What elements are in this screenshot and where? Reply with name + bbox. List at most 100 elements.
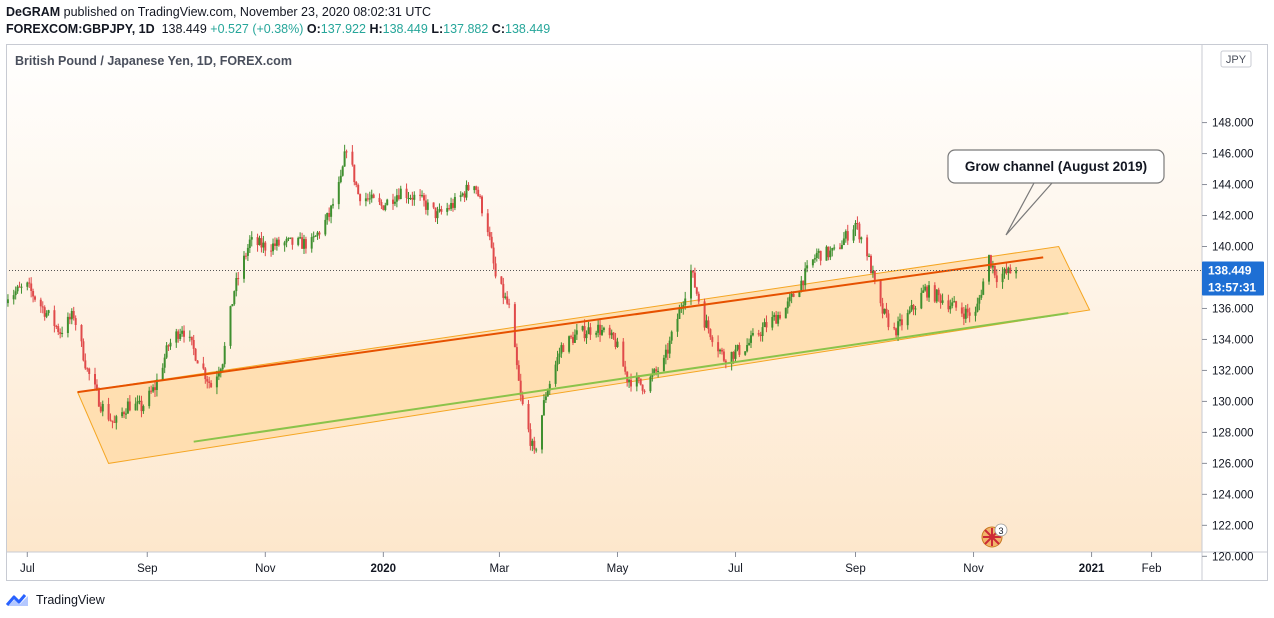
- candle-up: [70, 311, 73, 320]
- candle-up: [840, 245, 843, 249]
- candle-up: [953, 301, 956, 303]
- candle-down: [32, 291, 35, 297]
- candle-down: [140, 400, 143, 412]
- candle-down: [666, 349, 669, 354]
- candle-up: [450, 203, 453, 209]
- candle-down: [827, 246, 830, 258]
- candle-down: [722, 351, 725, 361]
- candle-down: [641, 384, 644, 391]
- candle-up: [657, 371, 660, 372]
- close-value: 138.449: [505, 22, 551, 36]
- candle-up: [616, 341, 619, 347]
- candle-down: [589, 327, 592, 335]
- candle-up: [980, 294, 983, 298]
- symbol-name[interactable]: FOREXCOM:GBPJPY, 1D: [6, 22, 155, 36]
- candle-down: [858, 223, 861, 240]
- tradingview-brand[interactable]: TradingView: [36, 593, 105, 607]
- last-price-value: 138.449: [1208, 264, 1252, 278]
- candle-up: [337, 182, 340, 205]
- countdown-value: 13:57:31: [1208, 281, 1256, 295]
- candle-down: [494, 263, 497, 277]
- candle-up: [542, 400, 545, 416]
- chart-frame: [6, 44, 1268, 581]
- x-tick-label: 2021: [1079, 563, 1105, 575]
- candle-up: [285, 238, 288, 243]
- candle-up: [815, 252, 818, 258]
- candle-up: [217, 373, 220, 377]
- candle-down: [900, 319, 903, 326]
- candle-up: [231, 304, 234, 307]
- x-tick-label: Jul: [728, 563, 743, 575]
- candle-down: [709, 329, 712, 338]
- candle-down: [463, 193, 466, 198]
- candle-down: [637, 377, 640, 379]
- candle-down: [989, 255, 992, 268]
- candle-down: [599, 324, 602, 335]
- price-chart[interactable]: Grow channel (August 2019) British Pound…: [6, 44, 1268, 581]
- candle-up: [246, 247, 249, 256]
- candle-down: [477, 189, 480, 197]
- candle-up: [664, 349, 667, 358]
- candle-down: [693, 272, 696, 288]
- candle-up: [556, 357, 559, 365]
- candle-down: [529, 429, 532, 446]
- events-badge[interactable]: 3: [981, 523, 1008, 548]
- time-axis[interactable]: Jul Sep Nov 2020 Mar May Jul Sep Nov 2021 Feb: [20, 552, 1162, 575]
- candle-down: [697, 293, 700, 302]
- candle-up: [806, 265, 809, 269]
- y-tick-label: 128.000: [1212, 427, 1254, 439]
- candle-down: [655, 369, 658, 372]
- candle-down: [765, 322, 768, 328]
- upper-trendline: [77, 256, 1044, 394]
- candle-down: [351, 151, 354, 165]
- candle-down: [517, 365, 520, 381]
- candle-up: [860, 237, 863, 240]
- candle-up: [364, 198, 367, 202]
- currency-tag[interactable]: JPY: [1220, 50, 1252, 68]
- publisher-name[interactable]: DeGRAM: [6, 5, 61, 19]
- price-axis[interactable]: 120.000 122.000 124.000 126.000 128.000 130.0…: [1202, 118, 1254, 564]
- candle-up: [299, 237, 302, 239]
- candle-down: [968, 312, 971, 316]
- candle-up: [678, 309, 681, 319]
- tradingview-logo-icon[interactable]: [6, 593, 30, 607]
- candle-down: [570, 336, 572, 338]
- y-tick-label: 124.000: [1212, 489, 1254, 501]
- currency-label: JPY: [1226, 54, 1247, 66]
- uk-flag-cross: [983, 528, 1001, 546]
- footer: TradingView: [6, 590, 105, 610]
- candle-down: [183, 330, 185, 337]
- candle-down: [583, 326, 586, 339]
- candle-up: [314, 235, 317, 237]
- candle-up: [384, 205, 387, 210]
- x-tick-label: Nov: [255, 563, 276, 575]
- candle-down: [879, 279, 882, 304]
- candle-down: [757, 333, 760, 335]
- candle-down: [192, 340, 195, 349]
- candle-up: [920, 292, 923, 309]
- candle-down: [939, 295, 942, 303]
- candle-up: [906, 313, 909, 326]
- candle-down: [732, 351, 735, 359]
- candle-up: [126, 401, 129, 414]
- candle-up: [262, 242, 265, 248]
- candle-up: [798, 291, 801, 297]
- candle-up: [61, 333, 64, 334]
- annotation-callout[interactable]: Grow channel (August 2019): [947, 149, 1165, 236]
- candle-down: [301, 237, 304, 249]
- candle-up: [668, 340, 671, 354]
- candle-down: [291, 237, 294, 245]
- candle-down: [57, 326, 60, 333]
- candle-up: [258, 238, 261, 245]
- candle-up: [188, 336, 191, 338]
- candle-down: [881, 303, 884, 314]
- candle-up: [6, 299, 9, 304]
- candle-down: [779, 315, 781, 319]
- candle-down: [113, 421, 116, 423]
- candle-up: [312, 236, 315, 238]
- candle-down: [270, 250, 273, 252]
- last-price: 138.449: [161, 22, 207, 36]
- candle-down: [721, 349, 723, 352]
- candle-up: [568, 336, 571, 352]
- candle-up: [436, 211, 439, 219]
